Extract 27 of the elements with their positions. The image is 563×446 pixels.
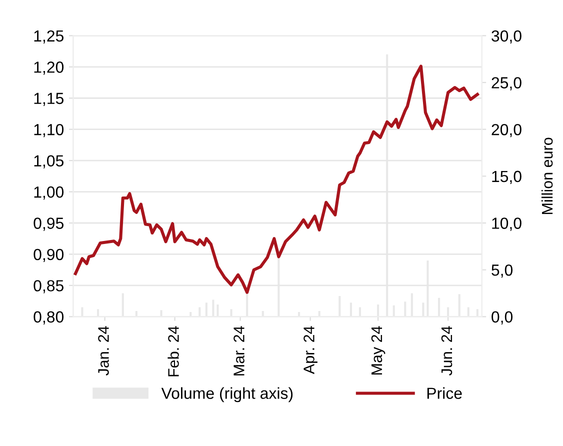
x-tick-label: Mar. 24 xyxy=(234,326,244,376)
y-tick-label: 1,00 xyxy=(34,186,64,200)
y-tick-label: 0,80 xyxy=(34,311,64,324)
y-tick-label: 1,15 xyxy=(34,92,64,106)
x-tick-label: Feb. 24 xyxy=(168,326,179,376)
y-tick-label: 1,05 xyxy=(34,155,64,168)
y2-tick-label: 30,0 xyxy=(492,30,522,44)
y2-tick-label: 5,0 xyxy=(492,264,513,278)
x-tick-label: Jan. 24 xyxy=(98,326,109,376)
y-tick-label: 1,20 xyxy=(34,62,64,75)
x-tick-label: May 24 xyxy=(371,326,386,375)
y-tick-label: 0,95 xyxy=(34,218,64,231)
y-tick-label: 1,25 xyxy=(34,30,64,44)
legend-label: Volume (right axis) xyxy=(161,387,293,402)
y-tick-label: 1,10 xyxy=(34,124,64,138)
y2-tick-label: 15,0 xyxy=(492,170,522,184)
legend-label: Price xyxy=(427,387,462,399)
y-tick-label: 0,85 xyxy=(34,280,64,294)
y-tick-label: 0,90 xyxy=(34,248,64,262)
x-tick-label: Apr. 24 xyxy=(304,326,318,374)
y2-tick-label: 25,0 xyxy=(492,77,522,90)
y2-tick-label: 10,0 xyxy=(492,218,522,231)
y2-tick-label: 0,0 xyxy=(492,311,513,324)
line-series xyxy=(74,64,479,294)
y2-tick-label: 20,0 xyxy=(492,124,522,138)
x-tick-label: Jun. 24 xyxy=(441,326,452,376)
y2-axis-title: Million euro xyxy=(541,138,553,214)
